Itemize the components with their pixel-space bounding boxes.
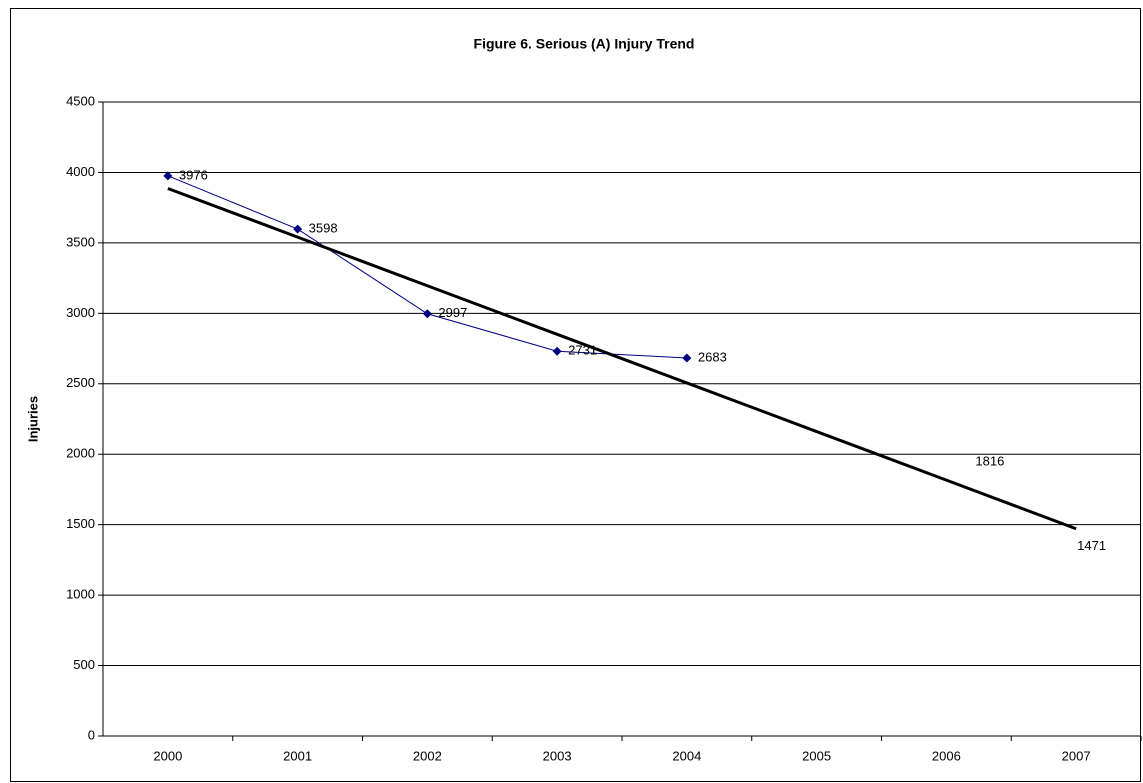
y-tick-label: 4500 xyxy=(66,93,95,108)
x-tick-label: 2006 xyxy=(932,748,961,763)
y-tick-label: 2000 xyxy=(66,446,95,461)
x-tick-label: 2007 xyxy=(1062,748,1091,763)
y-tick-label: 4000 xyxy=(66,164,95,179)
data-label: 2997 xyxy=(438,305,467,320)
data-label: 3598 xyxy=(309,221,338,236)
chart-title: Figure 6. Serious (A) Injury Trend xyxy=(474,36,695,52)
chart-border xyxy=(10,8,1141,782)
x-tick-label: 2001 xyxy=(283,748,312,763)
y-tick-label: 500 xyxy=(73,657,95,672)
data-label: 1471 xyxy=(1077,538,1106,553)
x-tick-label: 2003 xyxy=(543,748,572,763)
y-tick-label: 1000 xyxy=(66,587,95,602)
data-point xyxy=(163,171,173,181)
series-line xyxy=(167,187,1077,531)
y-axis-title: Injuries xyxy=(25,396,40,442)
x-tick-label: 2000 xyxy=(153,748,182,763)
x-tick-label: 2004 xyxy=(672,748,701,763)
data-point xyxy=(422,309,432,319)
x-tick-label: 2002 xyxy=(413,748,442,763)
data-point xyxy=(552,346,562,356)
y-tick-label: 3500 xyxy=(66,234,95,249)
y-tick-label: 0 xyxy=(88,727,95,742)
y-tick-label: 2500 xyxy=(66,375,95,390)
x-tick-label: 2005 xyxy=(802,748,831,763)
data-label: 3976 xyxy=(179,167,208,182)
y-tick-label: 1500 xyxy=(66,516,95,531)
data-point xyxy=(293,224,303,234)
data-point xyxy=(682,353,692,363)
data-label: 1816 xyxy=(975,454,1004,469)
data-label: 2683 xyxy=(698,349,727,364)
y-tick-label: 3000 xyxy=(66,305,95,320)
